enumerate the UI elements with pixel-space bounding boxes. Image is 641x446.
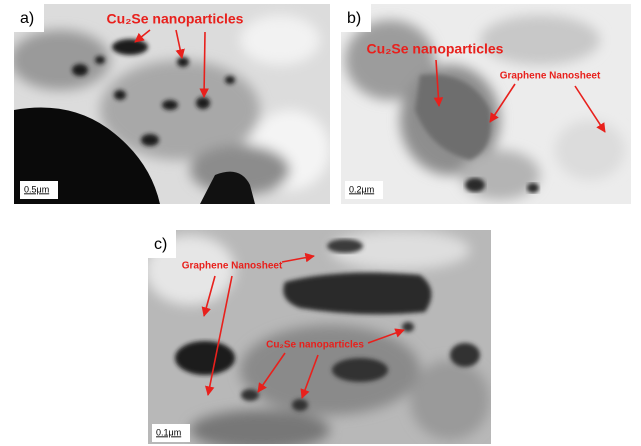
annotation: Graphene Nanosheet — [182, 261, 283, 272]
arrow — [204, 32, 205, 97]
scale-bar: 0.5μm — [24, 184, 49, 194]
particle — [465, 178, 485, 192]
scale-bar: 0.1μm — [156, 427, 181, 437]
panel-a — [10, 4, 330, 204]
figure: a) Cu₂Se nanoparticles 0.5μm b) Cu₂Se na… — [0, 0, 641, 446]
scale-bar: 0.2μm — [349, 184, 374, 194]
particle — [175, 341, 235, 375]
panel-label: b) — [347, 10, 361, 27]
particle — [283, 273, 431, 315]
annotation: Cu₂Se nanoparticles — [367, 41, 504, 57]
particle — [327, 239, 363, 253]
annotation: Graphene Nanosheet — [500, 71, 601, 82]
annotation: Cu₂Se nanoparticles — [107, 11, 244, 27]
annotation: Cu₂Se nanoparticles — [266, 340, 364, 351]
panel-label: c) — [154, 236, 167, 253]
panel-label: a) — [20, 10, 34, 27]
particle — [527, 183, 539, 193]
